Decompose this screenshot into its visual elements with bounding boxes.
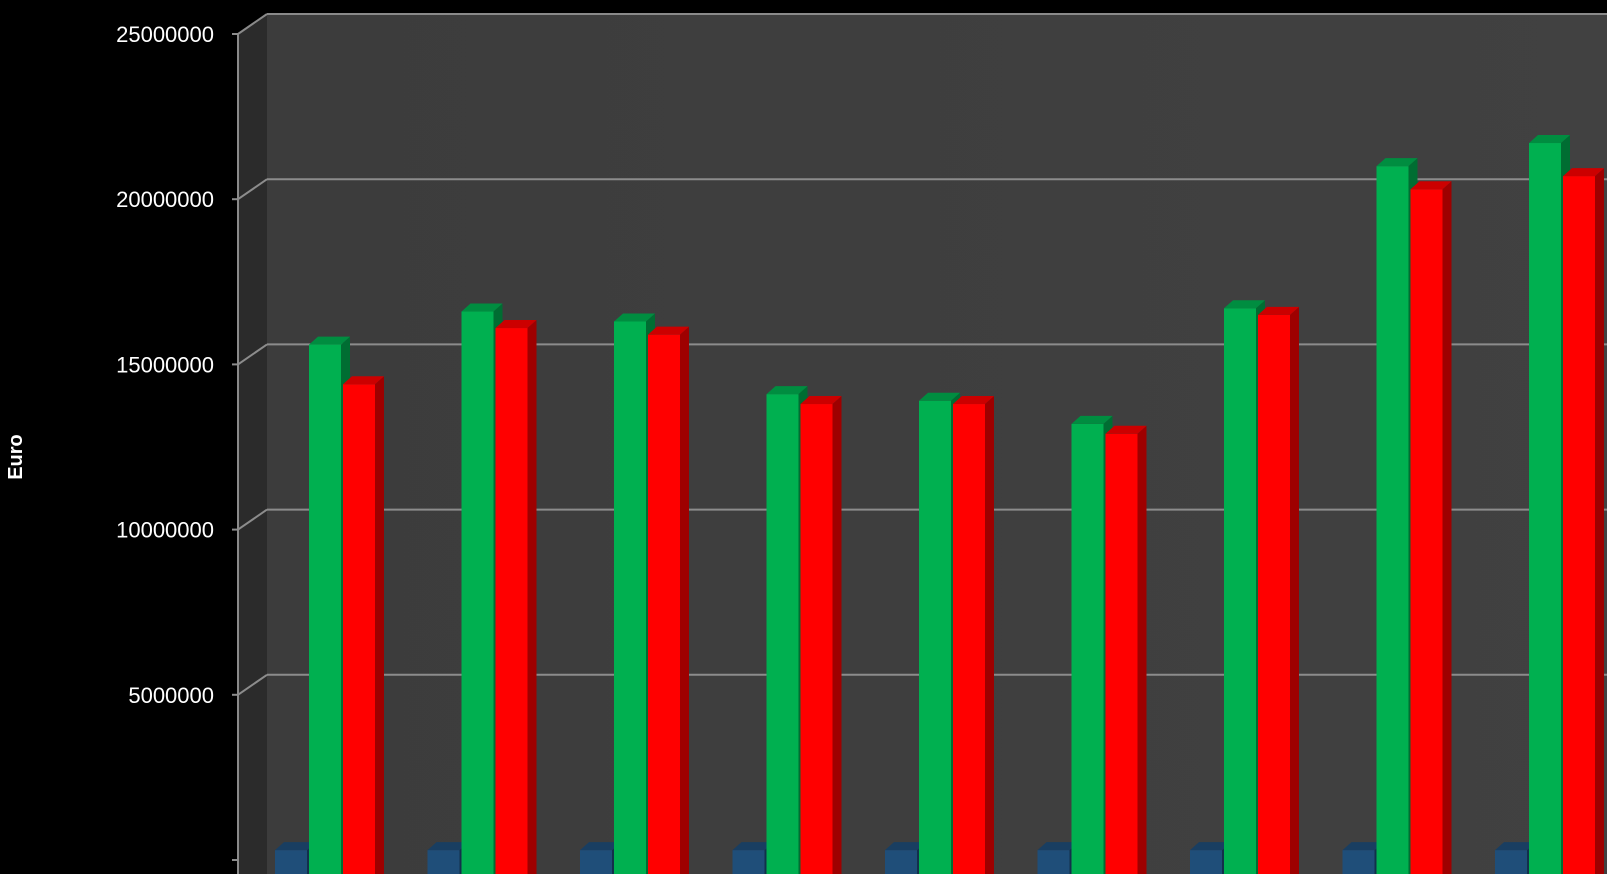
bar-series3-4-front xyxy=(800,404,833,874)
bar-series3-2-top xyxy=(495,320,537,329)
gridline-side xyxy=(237,343,268,366)
gridline-side xyxy=(237,178,268,201)
bar-series1-5-top xyxy=(885,842,926,851)
y-tick-label: 10000000 xyxy=(116,518,214,543)
bar-series2-1-top xyxy=(309,336,350,345)
y-tick-labels: 5000000 10000000 15000000 20000000 25000000 xyxy=(116,22,214,708)
bar-series1-2-front xyxy=(427,850,460,874)
y-tick-label: 25000000 xyxy=(116,22,214,47)
bar-series2-8-front xyxy=(1376,166,1409,874)
bar-series1-7-top xyxy=(1190,842,1231,851)
bar-series3-1 xyxy=(343,376,384,874)
bar-series2-1-front xyxy=(309,344,341,874)
bar-series3-5-front xyxy=(953,404,985,874)
bar-series1-7-front xyxy=(1190,850,1222,874)
bar-series3-3-side xyxy=(680,326,689,874)
bar-series3-6-side xyxy=(1137,425,1147,874)
bar-series3-7-top xyxy=(1258,306,1299,315)
bar-series3-1-side xyxy=(375,376,384,874)
bar-series3-6 xyxy=(1105,425,1147,874)
y-tick-label: 5000000 xyxy=(128,683,214,708)
bar-series3-3-front xyxy=(648,334,680,874)
bar-series3-2 xyxy=(495,320,537,874)
bar-series3-9-top xyxy=(1563,168,1604,177)
bar-series1-8-front xyxy=(1342,850,1375,874)
bar-series2-2-front xyxy=(461,311,494,874)
bar-series3-6-front xyxy=(1105,433,1138,874)
bar-series2-8-top xyxy=(1376,158,1418,167)
bar-series2-9-front xyxy=(1529,143,1561,874)
bar-series3-4 xyxy=(800,396,842,874)
bar-series3-7-front xyxy=(1258,314,1290,874)
bar-series1-9-front xyxy=(1495,850,1527,874)
bar-series3-4-side xyxy=(832,396,842,874)
bar-series1-9-top xyxy=(1495,842,1536,851)
bar-series3-9-front xyxy=(1563,176,1595,874)
y-axis-title: Euro xyxy=(5,434,27,480)
y-tick-label: 15000000 xyxy=(116,352,214,377)
bar-series2-7-top xyxy=(1224,300,1265,309)
bar-series1-4-front xyxy=(732,850,765,874)
bar-series3-7-side xyxy=(1290,306,1299,874)
bar-series3-9 xyxy=(1563,168,1604,874)
bar-series3-2-front xyxy=(495,328,528,874)
bar-series2-7-front xyxy=(1224,308,1256,874)
bar-series1-2-top xyxy=(427,842,469,851)
bar-series2-6-top xyxy=(1071,415,1113,424)
gridline-side xyxy=(237,508,268,531)
bar-series3-8-side xyxy=(1442,181,1452,874)
bar-series2-9-top xyxy=(1529,135,1570,144)
bar-series1-8-top xyxy=(1342,842,1384,851)
bar-series2-4-front xyxy=(766,394,799,874)
bar-series3-5-side xyxy=(985,396,994,874)
bar-series3-1-front xyxy=(343,384,375,874)
bar-series2-5-front xyxy=(919,400,951,874)
bar-series1-4-top xyxy=(732,842,774,851)
bar-series3-8-top xyxy=(1410,181,1452,190)
bar-series2-2 xyxy=(461,303,503,874)
bar-series3-9-side xyxy=(1595,168,1604,874)
bar-series1-1-front xyxy=(275,850,307,874)
bar-series3-6-top xyxy=(1105,425,1147,434)
bar-series3-4-top xyxy=(800,396,842,405)
bar-series2-3-top xyxy=(614,313,655,322)
bar-series2-4-top xyxy=(766,386,808,395)
bar-series1-3-front xyxy=(580,850,612,874)
bar-series2-2-top xyxy=(461,303,503,312)
bar-series3-3 xyxy=(648,326,689,874)
bar-series3-5 xyxy=(953,396,994,874)
bars xyxy=(275,135,1604,874)
bar-series3-3-top xyxy=(648,326,689,335)
bar-series3-2-side xyxy=(527,320,537,874)
plot-side-top-edge xyxy=(237,13,268,35)
bar-series3-8-front xyxy=(1410,189,1443,874)
bar-series3-7 xyxy=(1258,306,1299,874)
bar-series3-5-top xyxy=(953,396,994,405)
bar-series1-5-front xyxy=(885,850,917,874)
bar-series1-1-top xyxy=(275,842,316,851)
bar-series1-6-top xyxy=(1037,842,1079,851)
y-tick-label: 20000000 xyxy=(116,187,214,212)
plot-side-wall xyxy=(238,14,267,874)
bar-series1-3-top xyxy=(580,842,621,851)
bar-series3-8 xyxy=(1410,181,1452,874)
bar-series3-1-top xyxy=(343,376,384,385)
bar-series2-3-front xyxy=(614,321,646,874)
bar-series2-6-front xyxy=(1071,423,1104,874)
bar-series1-6-front xyxy=(1037,850,1070,874)
gridline-side xyxy=(237,673,268,696)
bar-series2-5-top xyxy=(919,392,960,401)
